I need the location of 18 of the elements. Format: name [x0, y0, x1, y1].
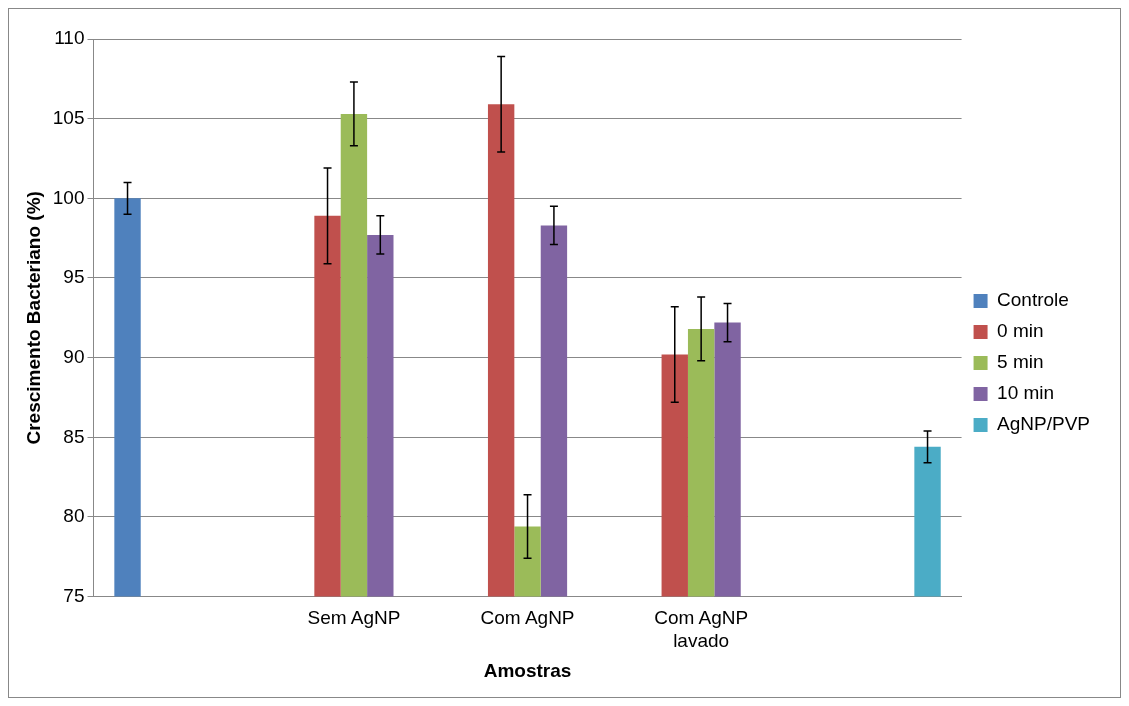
y-tick-label: 95 — [63, 266, 85, 288]
x-axis-title: Amostras — [483, 659, 572, 681]
y-axis-title: Crescimento Bacteriano (%) — [22, 191, 44, 445]
y-tick-label: 85 — [63, 425, 85, 447]
y-tick-label: 75 — [63, 584, 85, 606]
y-tick-label: 110 — [54, 27, 85, 49]
y-tick-label: 90 — [63, 345, 85, 367]
legend-label: 5 min — [997, 351, 1044, 373]
x-tick-label: Com AgNP lavado — [654, 607, 749, 652]
legend-label: Controle — [997, 289, 1069, 311]
y-tick-label: 105 — [52, 106, 85, 128]
y-tick-label: 100 — [52, 186, 85, 208]
legend-label: 0 min — [997, 320, 1044, 342]
y-tick-label: 80 — [63, 505, 85, 527]
x-tick-label: Com AgNP — [480, 607, 575, 629]
legend-label: 10 min — [997, 382, 1055, 404]
legend-label: AgNP/PVP — [997, 413, 1091, 435]
x-tick-label: Sem AgNP — [307, 607, 401, 629]
